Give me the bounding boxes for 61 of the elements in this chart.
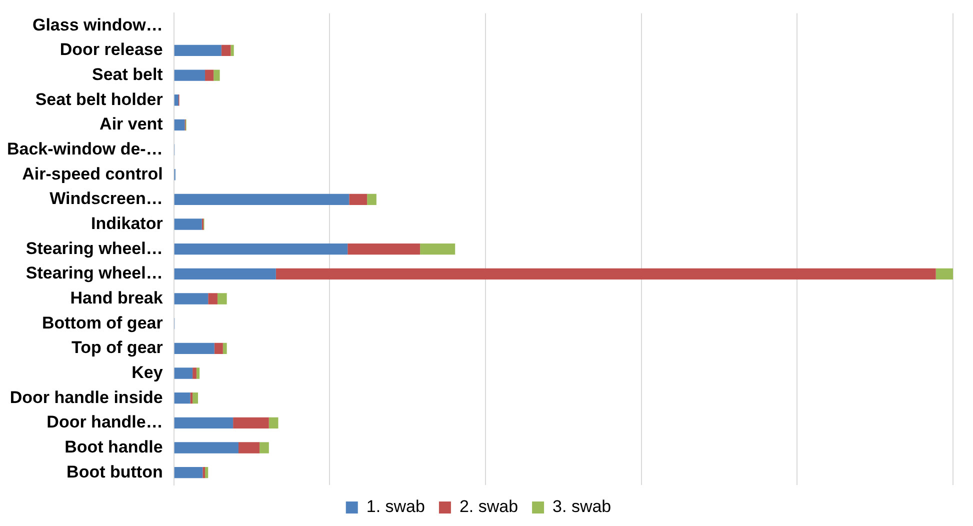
- bar: [420, 244, 456, 255]
- bar: [217, 293, 227, 304]
- bar: [192, 392, 198, 404]
- bar: [205, 70, 214, 81]
- bar: [174, 342, 214, 354]
- bar: [276, 268, 936, 280]
- bar: [174, 70, 206, 81]
- bar: [174, 417, 234, 429]
- bar: [174, 218, 202, 230]
- y-tick-label: Key: [132, 362, 164, 382]
- bar: [202, 466, 206, 478]
- bar: [192, 368, 196, 379]
- bar: [214, 342, 223, 354]
- y-tick-label: Top of gear: [72, 338, 164, 358]
- y-tick-label: Air-speed control: [22, 164, 163, 184]
- legend-label: 1. swab: [366, 497, 425, 516]
- bar: [222, 342, 227, 354]
- y-tick-label: Stearing wheel…: [26, 264, 163, 283]
- bar: [174, 194, 350, 206]
- bar: [367, 194, 376, 206]
- y-tick-label: Back-window de-…: [6, 139, 163, 158]
- bar: [174, 392, 190, 404]
- y-tick-label: Hand break: [70, 288, 164, 308]
- bar: [214, 70, 220, 81]
- y-tick-label: Seat belt: [92, 64, 164, 84]
- bar: [349, 194, 368, 206]
- y-tick-label: Door handle inside: [10, 388, 163, 407]
- bar: [174, 466, 203, 478]
- y-tick-label: Boot button: [66, 462, 163, 482]
- bar: [205, 466, 208, 478]
- y-tick-label: Door release: [60, 40, 163, 60]
- y-tick-label: Seat belt holder: [35, 90, 164, 109]
- y-tick-label: Glass window…: [32, 15, 163, 34]
- bar: [174, 293, 208, 304]
- legend-label: 3. swab: [552, 497, 612, 516]
- y-tick-label: Boot handle: [64, 437, 163, 456]
- bar: [936, 268, 953, 280]
- y-tick-label: Bottom of gear: [42, 313, 164, 332]
- y-tick-label: Door handle…: [46, 412, 163, 432]
- bar: [230, 44, 234, 56]
- bar: [238, 442, 260, 454]
- y-tick-label: Air vent: [100, 114, 164, 134]
- y-tick-label: Stearing wheel…: [26, 238, 163, 258]
- bar: [174, 244, 348, 255]
- bar: [233, 417, 269, 429]
- bar: [208, 293, 218, 304]
- bar: [174, 368, 193, 379]
- legend-label: 2. swab: [459, 497, 518, 516]
- y-tick-label: Indikator: [91, 214, 164, 233]
- bar: [196, 368, 200, 379]
- bar: [174, 268, 276, 280]
- bar: [260, 442, 269, 454]
- bar: [174, 442, 239, 454]
- bar: [174, 44, 222, 56]
- bar: [174, 94, 179, 106]
- bar: [268, 417, 278, 429]
- y-tick-label: Windscreen…: [50, 189, 163, 208]
- bar: [174, 119, 185, 131]
- bar: [348, 244, 420, 255]
- bar: [190, 392, 193, 404]
- bar: [221, 44, 231, 56]
